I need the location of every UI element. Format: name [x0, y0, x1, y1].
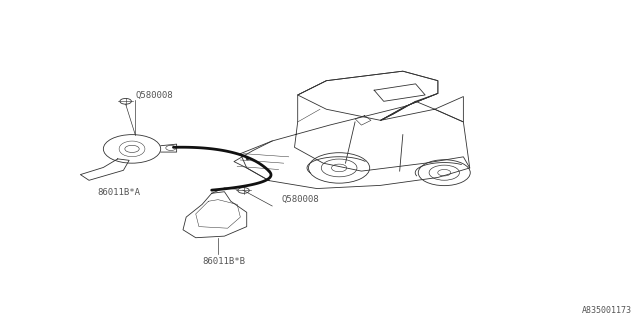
Text: Q580008: Q580008 [135, 91, 173, 100]
Text: Q580008: Q580008 [282, 196, 319, 204]
Text: 86011B*B: 86011B*B [202, 257, 245, 266]
Text: 86011B*A: 86011B*A [97, 188, 140, 197]
Text: A835001173: A835001173 [582, 307, 632, 316]
